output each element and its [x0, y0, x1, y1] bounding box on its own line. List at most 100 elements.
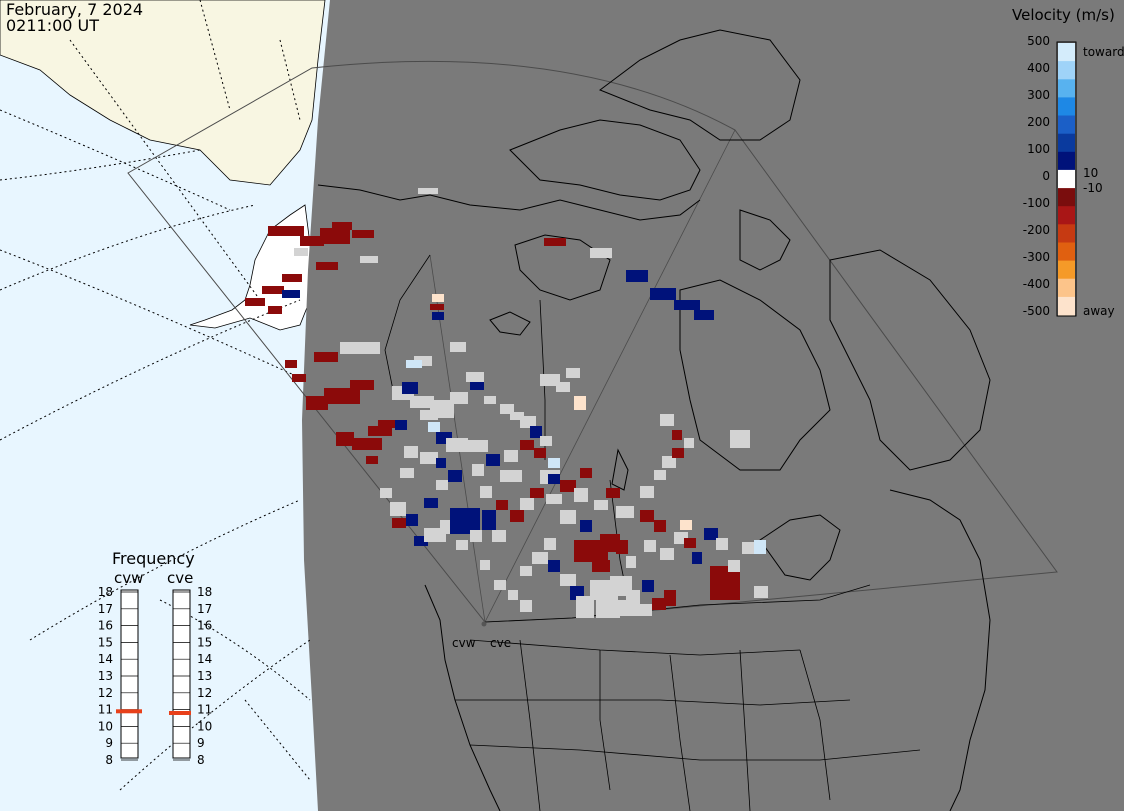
velocity-cell: [556, 382, 570, 392]
cve-frequency-bar: [172, 589, 191, 759]
date-label: February, 7 2024: [6, 0, 144, 19]
cve-site-label: cve: [490, 636, 511, 650]
velocity-cell: [486, 454, 500, 466]
frequency-radar-cve: cve: [167, 569, 193, 587]
velocity-cell: [436, 458, 446, 468]
frequency-panel: Frequency cvw cve 18 18 17 17 16 16 15 15 14 14 13…: [98, 549, 213, 767]
velocity-cell: [530, 488, 544, 498]
velocity-cell: [420, 410, 438, 420]
colorbar-segment: [1058, 296, 1075, 316]
velocity-cell: [480, 486, 492, 498]
velocity-cell: [510, 510, 524, 522]
velocity-cell: [692, 552, 702, 564]
velocity-cell: [754, 586, 768, 598]
velocity-cell: [424, 498, 438, 508]
velocity-cell: [360, 256, 378, 263]
velocity-cell: [662, 456, 676, 468]
velocity-cell: [268, 306, 282, 314]
velocity-cell: [324, 388, 360, 404]
velocity-cell: [450, 342, 466, 352]
velocity-cell: [350, 380, 374, 390]
velocity-cell: [636, 604, 652, 616]
velocity-cell: [352, 230, 374, 238]
velocity-cell: [674, 300, 700, 310]
colorbar-segment: [1058, 115, 1075, 135]
frequency-title: Frequency: [112, 549, 195, 568]
velocity-cell: [300, 236, 324, 246]
velocity-cell: [294, 248, 308, 256]
colorbar-segment: [1058, 133, 1075, 153]
frequency-tick-label: 16: [197, 619, 212, 633]
frequency-tick-label: 15: [197, 635, 212, 649]
velocity-cell: [508, 590, 518, 600]
velocity-cell: [500, 470, 522, 482]
frequency-tick-label: 11: [197, 703, 212, 717]
velocity-cell: [268, 226, 304, 236]
velocity-cell: [580, 468, 592, 478]
colorbar-segment: [1058, 278, 1075, 298]
velocity-cell: [390, 502, 406, 516]
frequency-tick-label: 11: [98, 703, 113, 717]
velocity-cell: [530, 426, 542, 438]
velocity-cell: [594, 500, 608, 510]
velocity-cells: [245, 188, 768, 618]
velocity-cell: [546, 494, 562, 504]
velocity-tick-label: -200: [1023, 223, 1050, 237]
velocity-cell: [684, 438, 694, 448]
frequency-tick-label: 13: [98, 669, 113, 683]
velocity-cell: [654, 470, 666, 480]
velocity-cell: [520, 416, 536, 428]
velocity-cell: [395, 420, 407, 430]
velocity-cell: [316, 262, 338, 270]
velocity-cell: [644, 540, 656, 552]
velocity-cell: [574, 488, 588, 502]
coastlines: [317, 29, 991, 811]
velocity-cell: [672, 430, 682, 440]
frequency-radar-cvw: cvw: [114, 569, 143, 587]
velocity-tick-label: 300: [1027, 88, 1050, 102]
velocity-cell: [620, 600, 636, 616]
cvw-site-marker: [481, 621, 487, 627]
map-disk: [302, 0, 1124, 811]
velocity-cell: [402, 382, 418, 394]
toward-label: toward: [1083, 45, 1124, 59]
velocity-tick-labels: 500 400 300 200 100 0 -100 -200 -300 -400 -500: [1023, 34, 1050, 318]
velocity-cell: [730, 430, 750, 448]
velocity-cell: [480, 560, 490, 570]
velocity-legend-title: Velocity (m/s): [1012, 6, 1115, 24]
velocity-cell: [540, 436, 552, 446]
velocity-cell: [504, 450, 518, 462]
velocity-cell: [626, 556, 636, 568]
velocity-cell: [566, 368, 580, 378]
velocity-cell: [600, 534, 620, 552]
velocity-tick-label: -100: [1023, 196, 1050, 210]
velocity-cell: [450, 508, 480, 534]
velocity-cell: [306, 396, 328, 410]
frequency-tick-label: 9: [105, 736, 113, 750]
velocity-cell: [285, 360, 297, 368]
velocity-cell: [352, 438, 382, 450]
velocity-cell: [340, 342, 380, 354]
velocity-cell: [728, 560, 740, 572]
velocity-cell: [406, 360, 422, 368]
velocity-cell: [574, 540, 608, 562]
velocity-cell: [534, 448, 546, 458]
ten-positive-label: 10: [1083, 166, 1098, 180]
velocity-cell: [494, 580, 506, 590]
velocity-tick-label: 0: [1042, 169, 1050, 183]
velocity-cell: [404, 446, 418, 458]
velocity-cell: [626, 270, 648, 282]
velocity-cell: [640, 486, 654, 498]
velocity-cell: [410, 396, 434, 408]
velocity-cell: [548, 560, 560, 572]
velocity-cell: [332, 222, 352, 230]
frequency-tick-label: 12: [197, 686, 212, 700]
velocity-cell: [406, 514, 418, 526]
velocity-cell: [448, 470, 462, 482]
velocity-cell: [436, 480, 448, 490]
colorbar-frame: [1056, 41, 1077, 317]
beam-boundary: [484, 129, 736, 623]
frequency-tick-label: 14: [197, 652, 212, 666]
velocity-cell: [640, 510, 654, 522]
